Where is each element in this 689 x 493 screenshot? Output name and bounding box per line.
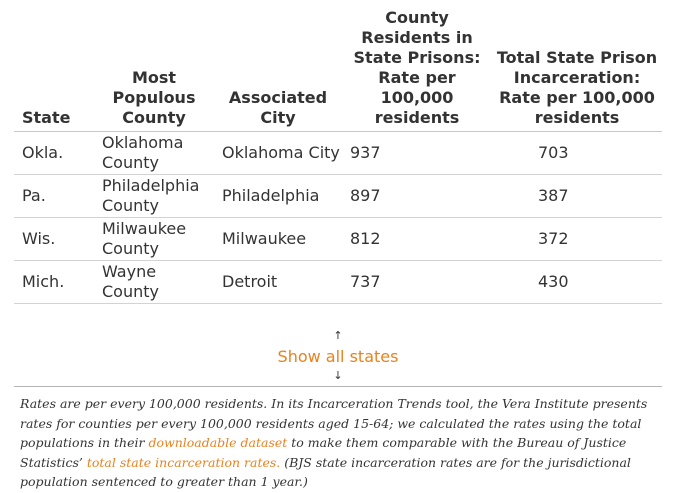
- arrow-up-icon: ↑: [333, 329, 343, 342]
- cell-county: Wayne County: [102, 262, 159, 301]
- cell-county: Milwaukee County: [102, 219, 187, 258]
- cell-state-rate: 372: [538, 229, 569, 248]
- cell-city: Detroit: [222, 272, 278, 291]
- cell-city: Oklahoma City: [222, 143, 340, 162]
- cell-state: Wis.: [22, 229, 56, 248]
- note-divider: [14, 386, 662, 387]
- header-county-prison-rate: County Residents in State Prisons: Rate …: [353, 8, 481, 127]
- show-all-states-button[interactable]: Show all states: [277, 347, 399, 366]
- cell-county-rate: 812: [350, 229, 381, 248]
- cell-state-rate: 387: [538, 186, 569, 205]
- cell-county-rate: 737: [350, 272, 381, 291]
- table-header-row: State Most Populous County Associated Ci…: [14, 8, 662, 132]
- cell-state: Pa.: [22, 186, 46, 205]
- cell-state-rate: 430: [538, 272, 569, 291]
- table-row: Pa. Philadelphia County Philadelphia 897…: [14, 175, 662, 218]
- header-state-prison-rate: Total State Prison Incarceration: Rate p…: [496, 48, 658, 127]
- header-associated-city: Associated City: [228, 88, 328, 127]
- cell-county-rate: 937: [350, 143, 381, 162]
- table-row: Wis. Milwaukee County Milwaukee 812 372: [14, 218, 662, 261]
- total-state-incarceration-rates-link[interactable]: total state incarceration rates.: [86, 454, 281, 470]
- methodology-note: Rates are per every 100,000 residents. I…: [20, 394, 660, 492]
- note-text-3: (BJS state incarceration rates are for t…: [20, 454, 631, 490]
- cell-city: Milwaukee: [222, 229, 307, 248]
- header-most-populous-county: Most Populous County: [112, 68, 196, 127]
- cell-state-rate: 703: [538, 143, 569, 162]
- cell-state: Okla.: [22, 143, 64, 162]
- cell-county: Philadelphia County: [102, 176, 200, 215]
- cell-county-rate: 897: [350, 186, 381, 205]
- table-row: Mich. Wayne County Detroit 737 430: [14, 261, 662, 304]
- note-text-2: to make them comparable with the Bureau …: [20, 435, 627, 470]
- cell-city: Philadelphia: [222, 186, 320, 205]
- incarceration-rates-table: State Most Populous County Associated Ci…: [14, 8, 662, 304]
- header-state: State: [22, 108, 71, 127]
- cell-state: Mich.: [22, 272, 65, 291]
- note-text-1: Rates are per every 100,000 residents. I…: [20, 396, 648, 451]
- downloadable-dataset-link[interactable]: downloadable dataset: [148, 435, 288, 451]
- cell-county: Oklahoma County: [102, 133, 184, 172]
- table-row: Okla. Oklahoma County Oklahoma City 937 …: [14, 132, 662, 175]
- arrow-down-icon: ↓: [333, 369, 343, 382]
